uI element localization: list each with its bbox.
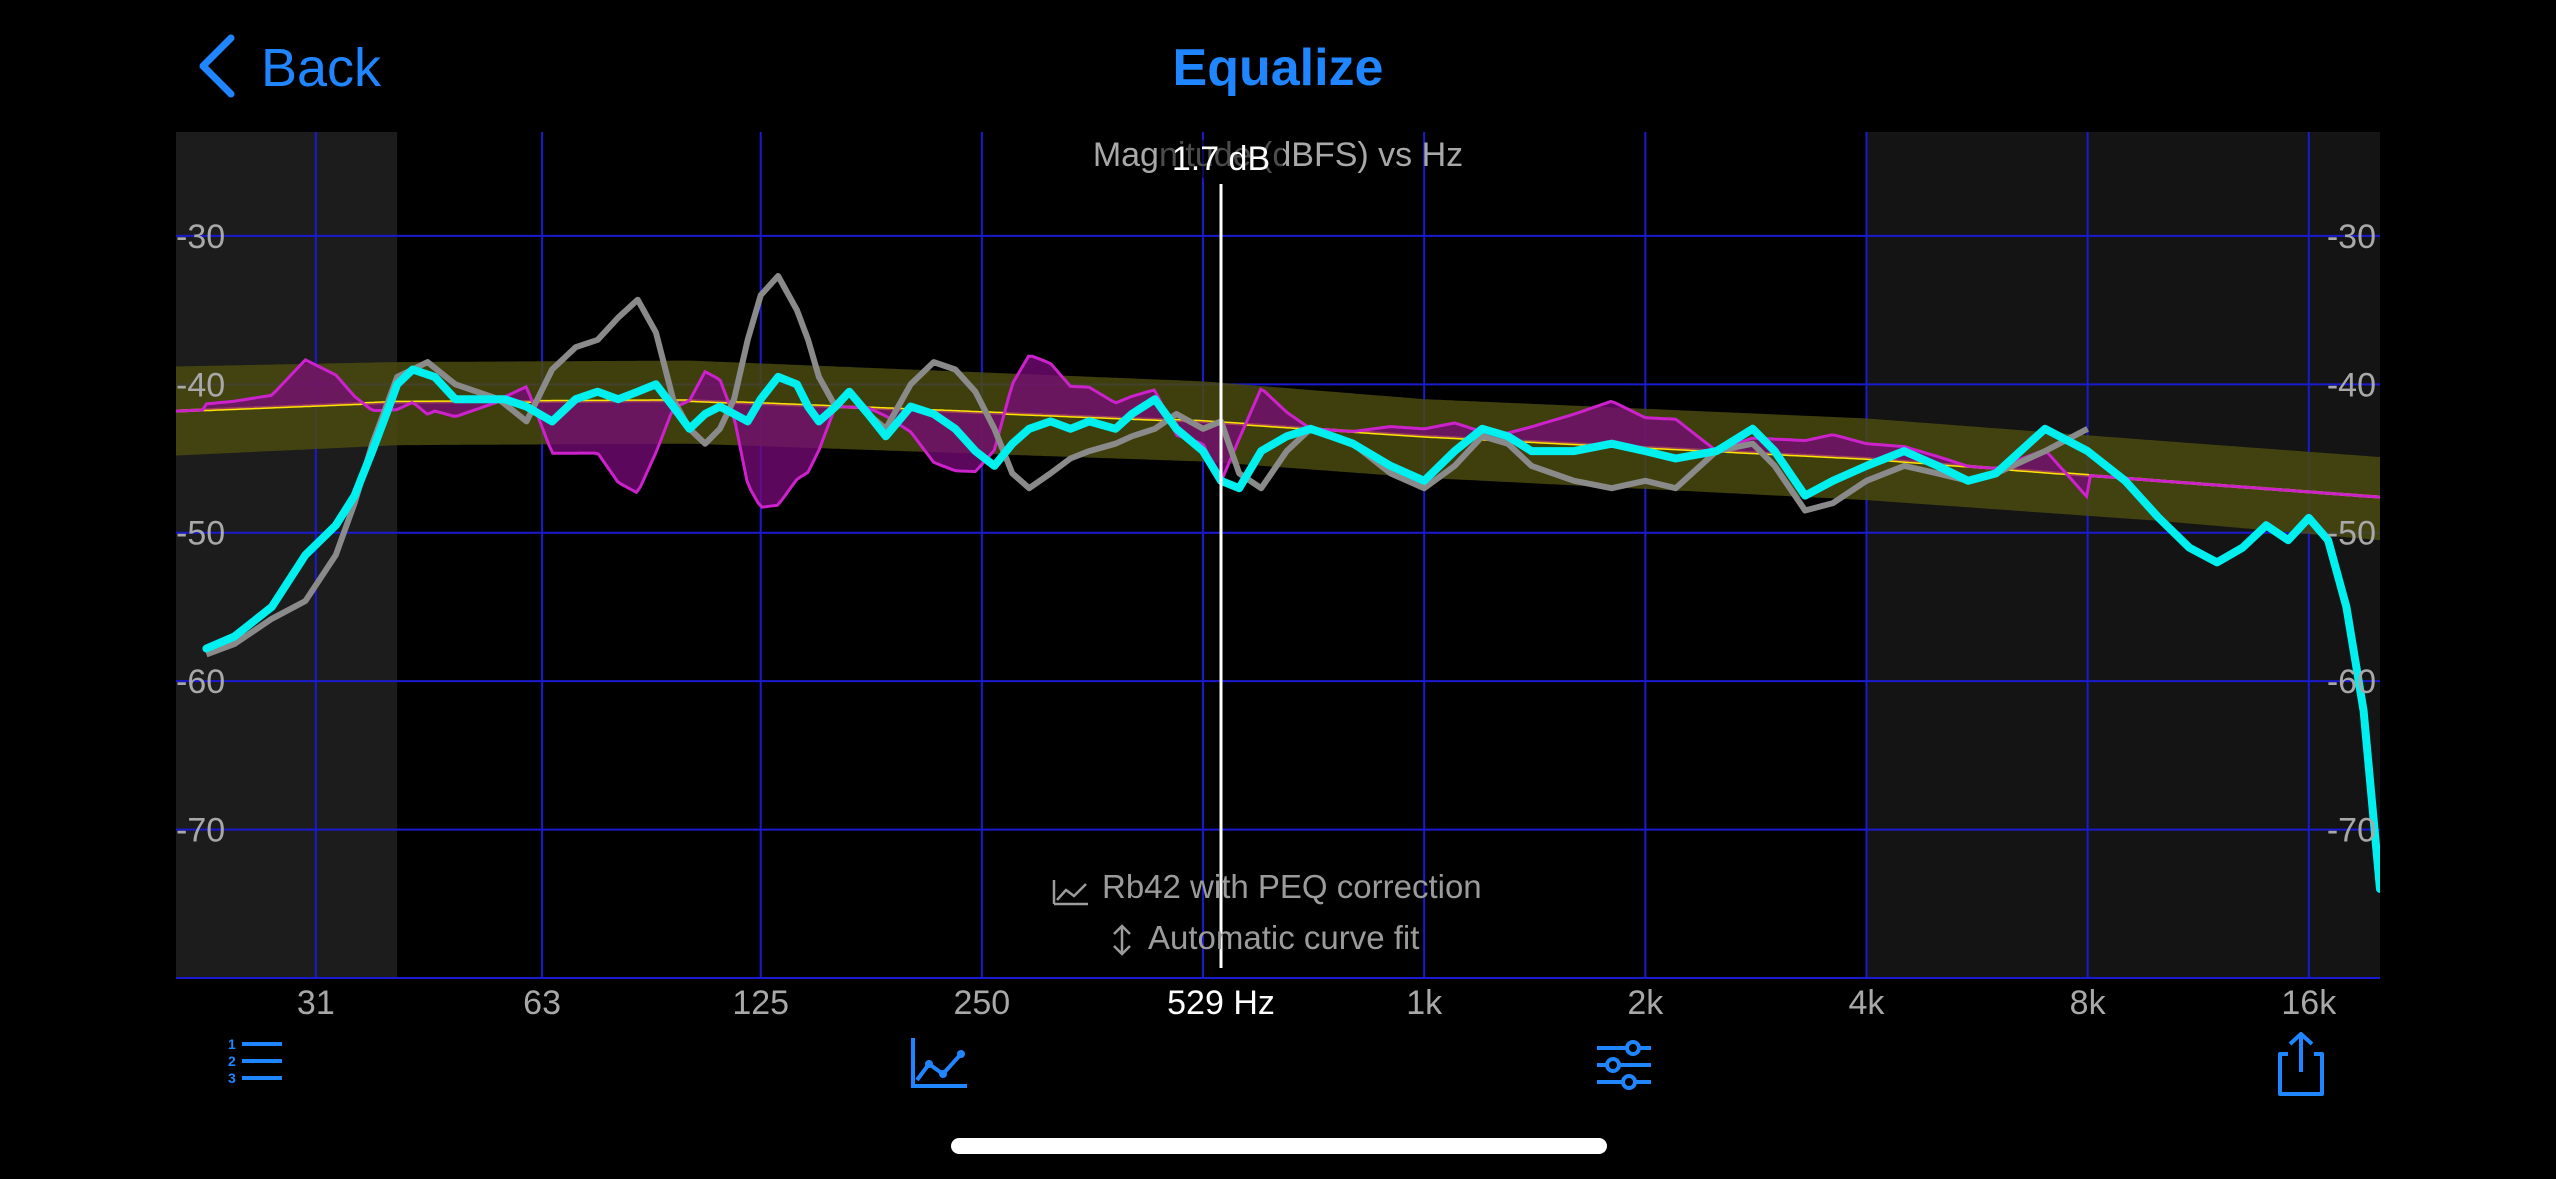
svg-text:2: 2	[228, 1053, 236, 1069]
measurements-list-button[interactable]: 1 2 3	[220, 1030, 290, 1100]
excluded-range-shading	[176, 132, 2380, 978]
cursor-value-label: 1.7 dB	[1172, 140, 1270, 178]
corrected-line	[202, 365, 2380, 893]
home-indicator	[951, 1138, 1607, 1154]
legend-item-curve-fit: Automatic curve fit	[1113, 919, 1419, 956]
frequency-response-chart[interactable]: 31631252505001k2k4k8k16k-30-30-40-40-50-…	[176, 132, 2380, 1020]
page-title: Equalize	[1172, 39, 1384, 97]
up-down-arrow-icon	[1113, 924, 1131, 956]
line-graph-icon	[911, 1038, 967, 1088]
line-graph-icon	[1052, 880, 1088, 906]
sliders-icon	[1597, 1040, 1651, 1090]
legend-label-curve-fit: Automatic curve fit	[1148, 919, 1419, 956]
x-tick-label: 16k	[2281, 984, 2337, 1020]
y-tick-label-right: -50	[2327, 515, 2376, 553]
chart-legend: Rb42 with PEQ correction Automatic curve…	[1052, 868, 1482, 956]
chart-canvas[interactable]: 31631252505001k2k4k8k16k-30-30-40-40-50-…	[176, 132, 2380, 1020]
frequency-cursor[interactable]: 1.7 dB 529 Hz	[1126, 140, 1317, 1020]
svg-text:3: 3	[228, 1070, 236, 1086]
target-tolerance-band	[176, 360, 2380, 541]
y-tick-label-right: -30	[2327, 218, 2376, 256]
cursor-value-bg	[1159, 140, 1284, 178]
y-tick-label-left: -60	[176, 663, 225, 701]
legend-label-measurement: Rb42 with PEQ correction	[1102, 868, 1482, 905]
x-tick-label: 8k	[2070, 984, 2107, 1020]
y-tick-label-right: -40	[2327, 366, 2376, 404]
y-tick-label-left: -70	[176, 812, 225, 850]
navigation-bar: Back Equalize	[0, 0, 2556, 130]
x-tick-label: 125	[732, 984, 789, 1020]
cursor-freq-label: 529 Hz	[1167, 984, 1275, 1020]
x-tick-label: 31	[297, 984, 335, 1020]
share-icon	[2278, 1032, 2324, 1096]
x-tick-label: 250	[953, 984, 1010, 1020]
bottom-toolbar: 1 2 3	[0, 1030, 2556, 1100]
back-label: Back	[261, 38, 382, 98]
back-button[interactable]: Back	[195, 28, 381, 108]
grid-lines	[176, 132, 2380, 979]
y-tick-label-left: -40	[176, 366, 225, 404]
x-tick-label: 4k	[1849, 984, 1886, 1020]
y-tick-label-right: -70	[2327, 812, 2376, 850]
x-tick-label: 2k	[1627, 984, 1664, 1020]
response-series	[202, 273, 2380, 893]
x-tick-label: 63	[523, 984, 561, 1020]
measurement-line	[205, 273, 2089, 658]
y-tick-label-right: -60	[2327, 663, 2376, 701]
numbered-list-icon: 1 2 3	[228, 1036, 282, 1086]
high-range-shade	[1866, 132, 2380, 978]
legend-item-measurement: Rb42 with PEQ correction	[1052, 868, 1482, 906]
svg-text:1: 1	[228, 1036, 236, 1052]
y-tick-label-left: -50	[176, 515, 225, 553]
low-range-shade	[176, 132, 398, 978]
equalizer-settings-button[interactable]	[1589, 1030, 1659, 1100]
share-button[interactable]	[2266, 1030, 2336, 1100]
filter-fill	[176, 356, 2380, 508]
chevron-left-icon	[195, 34, 239, 103]
graph-button[interactable]	[905, 1030, 975, 1100]
x-tick-label: 1k	[1406, 984, 1443, 1020]
y-tick-label-left: -30	[176, 218, 225, 256]
cursor-freq-bg	[1126, 982, 1317, 1020]
